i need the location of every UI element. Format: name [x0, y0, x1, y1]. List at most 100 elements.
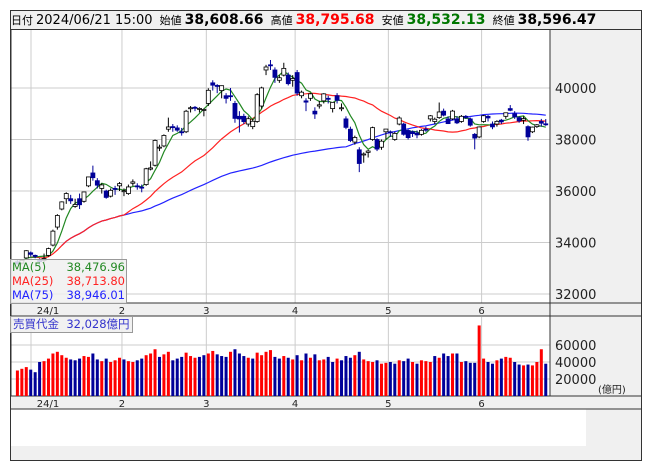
- candle: [503, 112, 509, 117]
- candle: [463, 115, 469, 118]
- volume-bar: [442, 353, 446, 396]
- candle: [379, 140, 384, 148]
- volume-bar: [428, 362, 432, 396]
- volume-bar: [433, 356, 437, 396]
- candle: [32, 254, 38, 257]
- volume-bar: [353, 355, 357, 396]
- volume-bar: [375, 360, 379, 396]
- volume-bar: [46, 358, 50, 396]
- ma25-legend: MA(25) 38,713.80: [11, 274, 126, 288]
- volume-bar: [149, 353, 153, 396]
- volume-bar: [508, 357, 512, 396]
- volume-bar: [535, 362, 539, 396]
- candle: [134, 185, 140, 188]
- volume-bar: [277, 358, 281, 396]
- high-label: 高値: [270, 14, 293, 27]
- volume-bar: [451, 353, 455, 396]
- candle: [152, 140, 158, 166]
- volume-bar: [78, 358, 82, 396]
- candle: [525, 126, 531, 138]
- candle: [445, 118, 451, 125]
- candle: [352, 137, 358, 143]
- candle: [126, 186, 131, 194]
- volume-bar: [113, 360, 117, 396]
- volume-bar: [122, 359, 126, 396]
- candle: [86, 176, 91, 187]
- price-axis-panel: [550, 30, 641, 396]
- month-label: 6: [478, 399, 484, 410]
- volume-bar: [206, 353, 210, 396]
- volume-bar: [38, 362, 42, 396]
- candle: [214, 85, 220, 87]
- volume-bar: [424, 361, 428, 396]
- candle: [387, 131, 393, 134]
- candle: [250, 120, 256, 128]
- month-label: 5: [385, 306, 391, 317]
- volume-bar: [317, 360, 321, 396]
- volume-bar: [490, 363, 494, 396]
- volume-bar: [291, 359, 295, 396]
- volume-bar: [415, 363, 419, 396]
- candle: [143, 168, 149, 185]
- volume-bar: [233, 349, 237, 396]
- candle: [370, 127, 376, 140]
- volume-bar: [371, 362, 375, 396]
- volume-bar: [379, 363, 383, 396]
- candle: [521, 118, 526, 121]
- candle: [458, 115, 464, 122]
- volume-bar: [51, 353, 55, 396]
- candle: [268, 64, 273, 67]
- candle: [308, 93, 313, 99]
- volume-bar: [135, 360, 139, 396]
- date-label: 日付: [11, 14, 33, 27]
- candle: [94, 180, 100, 186]
- month-axis-strip: [11, 303, 641, 316]
- volume-bar: [131, 362, 135, 396]
- volume-bar: [126, 361, 130, 396]
- candle: [365, 150, 371, 153]
- volume-bar: [104, 358, 108, 396]
- volume-bar: [33, 372, 37, 396]
- open-value: 38,608.66: [184, 12, 264, 28]
- candle: [374, 139, 380, 150]
- volume-bar: [322, 359, 326, 396]
- candle: [99, 184, 105, 189]
- candle: [170, 126, 176, 129]
- volume-bar: [171, 360, 175, 396]
- ma75-value: 38,946.01: [66, 288, 125, 302]
- candle: [81, 191, 87, 202]
- candle: [490, 123, 495, 128]
- volume-bar: [251, 358, 255, 396]
- volume-bar: [464, 361, 468, 396]
- volume-bar: [60, 355, 64, 396]
- price-tick-label: 36000: [555, 185, 596, 200]
- candle: [423, 128, 429, 131]
- candle: [481, 115, 487, 122]
- volume-bar: [180, 356, 184, 396]
- ma-legend: MA(5) 38,476.96 MA(25) 38,713.80 MA(75) 38,…: [10, 259, 127, 304]
- high-value: 38,795.68: [295, 12, 375, 28]
- volume-bar: [86, 356, 90, 396]
- ma5-value: 38,476.96: [66, 260, 125, 274]
- month-label: 4: [292, 399, 298, 410]
- candle: [72, 204, 78, 207]
- volume-bar: [242, 356, 246, 396]
- volume-bar: [260, 355, 264, 396]
- volume-bar: [459, 362, 463, 396]
- volume-bar: [100, 361, 104, 396]
- volume-bar: [455, 353, 459, 396]
- candle: [223, 95, 229, 99]
- month-label: 6: [478, 306, 484, 317]
- volume-unit-label: (億円): [598, 383, 626, 396]
- candle: [228, 95, 233, 98]
- candle: [538, 121, 544, 124]
- volume-bar: [344, 356, 348, 396]
- volume-bar: [64, 357, 68, 396]
- month-label: 5: [385, 399, 391, 410]
- volume-bar: [522, 365, 526, 396]
- candle: [516, 117, 522, 122]
- volume-bar: [29, 369, 33, 396]
- open-label: 始値: [159, 14, 182, 27]
